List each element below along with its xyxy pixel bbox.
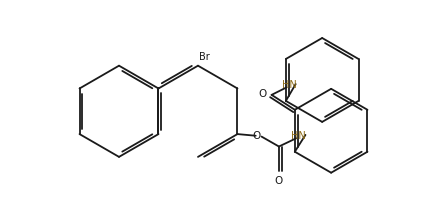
Text: HN: HN — [282, 80, 296, 90]
Text: Br: Br — [199, 52, 210, 62]
Text: O: O — [275, 176, 283, 185]
Text: HN: HN — [291, 131, 306, 141]
Text: O: O — [253, 131, 261, 141]
Text: O: O — [258, 89, 266, 99]
